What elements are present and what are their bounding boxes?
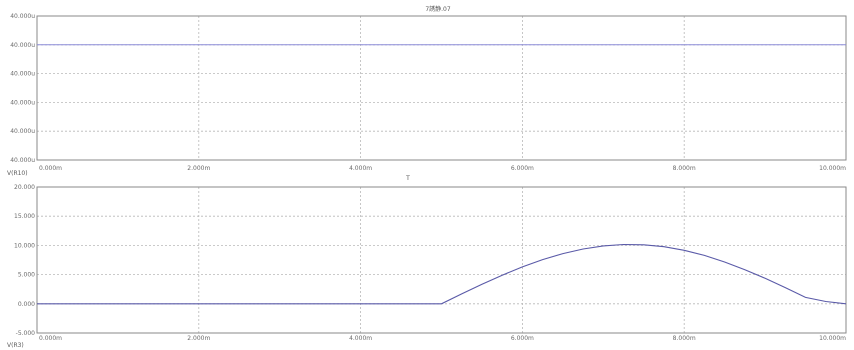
y-tick-label: -5.000 bbox=[16, 330, 36, 337]
x-tick-label: 6.000m bbox=[511, 165, 534, 172]
bottom-plot-x-ticks: 0.000m 2.000m 4.000m 6.000m 8.000m 10.000m bbox=[39, 335, 846, 342]
bottom-plot: 20.000 15.000 10.000 5.000 0.000 -5.000 0.000… bbox=[7, 184, 847, 349]
plot-title: 7誘静.07 bbox=[425, 5, 451, 13]
bottom-trace-label[interactable]: V(R3) bbox=[7, 342, 24, 349]
x-tick-label: 10.000m bbox=[819, 165, 846, 172]
bottom-plot-traces[interactable] bbox=[37, 243, 847, 305]
y-tick-label: 40.000u bbox=[10, 99, 35, 106]
x-tick-label: 0.000m bbox=[39, 335, 62, 342]
x-tick-label: 4.000m bbox=[349, 335, 372, 342]
x-tick-label: 4.000m bbox=[349, 165, 372, 172]
top-trace-label[interactable]: V(R10) bbox=[7, 170, 28, 177]
y-tick-label: 15.000 bbox=[14, 213, 35, 220]
bottom-plot-frame bbox=[36, 186, 847, 334]
y-tick-label: 10.000 bbox=[14, 242, 35, 249]
series-line bbox=[37, 243, 847, 305]
x-tick-label: 2.000m bbox=[187, 165, 210, 172]
top-plot-y-ticks: 40.000u 40.000u 40.000u 40.000u 40.000u 40.00… bbox=[10, 13, 35, 164]
bottom-plot-grid bbox=[37, 187, 846, 333]
y-tick-label: 40.000u bbox=[10, 128, 35, 135]
y-tick-label: 40.000u bbox=[10, 13, 35, 20]
x-tick-label: 10.000m bbox=[819, 335, 846, 342]
x-tick-label: 8.000m bbox=[673, 165, 696, 172]
x-tick-label: 8.000m bbox=[673, 335, 696, 342]
top-plot-x-ticks: 0.000m 2.000m 4.000m 6.000m 8.000m 10.000m bbox=[39, 165, 846, 172]
y-tick-label: 20.000 bbox=[14, 184, 35, 191]
top-plot-grid bbox=[37, 16, 846, 160]
y-tick-label: 5.000 bbox=[18, 272, 35, 279]
x-tick-label: 6.000m bbox=[511, 335, 534, 342]
x-tick-label: 0.000m bbox=[39, 165, 62, 172]
y-tick-label: 40.000u bbox=[10, 157, 35, 164]
y-tick-label: 40.000u bbox=[10, 42, 35, 49]
x-axis-label: T bbox=[405, 175, 410, 182]
y-tick-label: 0.000 bbox=[18, 301, 35, 308]
top-plot: 40.000u 40.000u 40.000u 40.000u 40.000u 40.00… bbox=[7, 13, 847, 177]
top-plot-frame bbox=[36, 15, 847, 161]
y-tick-label: 40.000u bbox=[10, 71, 35, 78]
bottom-plot-y-ticks: 20.000 15.000 10.000 5.000 0.000 -5.000 bbox=[14, 184, 35, 337]
x-tick-label: 2.000m bbox=[187, 335, 210, 342]
